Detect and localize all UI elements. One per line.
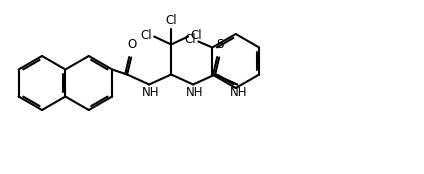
Text: Cl: Cl: [140, 29, 152, 42]
Text: O: O: [128, 38, 137, 52]
Text: S: S: [217, 38, 224, 52]
Text: NH: NH: [229, 85, 247, 98]
Text: Cl: Cl: [190, 29, 202, 42]
Text: Cl: Cl: [165, 14, 177, 26]
Text: NH: NH: [185, 85, 203, 98]
Text: Cl: Cl: [185, 33, 196, 46]
Text: NH: NH: [141, 85, 159, 98]
